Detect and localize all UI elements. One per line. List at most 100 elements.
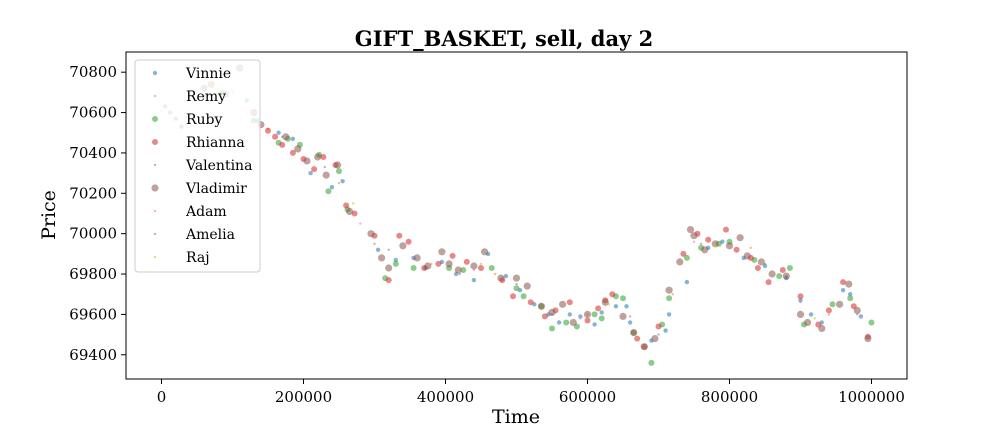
data-point	[399, 242, 407, 250]
data-point	[665, 286, 673, 294]
data-point	[598, 315, 605, 322]
x-tick-label: 1000000	[838, 388, 905, 406]
legend-label: Valentina	[185, 158, 252, 174]
data-point	[692, 240, 696, 243]
data-point	[782, 272, 790, 280]
legend-marker	[153, 232, 157, 236]
data-point	[410, 265, 417, 271]
data-point	[471, 277, 477, 283]
data-point	[754, 265, 761, 271]
y-tick-label: 70600	[69, 104, 117, 122]
data-point	[613, 304, 619, 309]
data-point	[847, 295, 854, 302]
data-point	[523, 282, 531, 290]
data-point	[387, 248, 390, 251]
data-point	[481, 248, 489, 256]
legend-marker	[153, 209, 157, 213]
data-point	[864, 335, 872, 343]
legend-marker	[153, 94, 157, 98]
data-point	[804, 318, 812, 327]
data-point	[549, 325, 555, 332]
legend-box	[134, 59, 261, 273]
data-point	[640, 343, 648, 351]
data-point	[373, 242, 376, 245]
data-point	[393, 257, 398, 263]
data-point	[699, 242, 703, 245]
y-tick-label: 70000	[69, 225, 117, 243]
data-point	[343, 202, 350, 209]
data-point	[808, 312, 814, 317]
data-point	[762, 263, 768, 269]
data-point	[282, 133, 290, 141]
data-point	[779, 267, 786, 273]
data-point	[723, 226, 729, 233]
legend-marker	[151, 184, 159, 192]
data-point	[676, 258, 684, 266]
data-point	[265, 127, 271, 134]
data-point	[396, 232, 403, 239]
data-point	[559, 300, 567, 308]
series-rhianna	[265, 127, 871, 350]
data-point	[620, 295, 626, 302]
data-point	[479, 262, 483, 266]
y-tick-label: 69800	[69, 265, 117, 283]
data-point	[548, 308, 556, 316]
data-point	[325, 188, 332, 195]
data-point	[607, 303, 610, 306]
data-point	[569, 318, 577, 327]
legend-label: Ruby	[186, 112, 223, 128]
data-point	[579, 317, 582, 320]
data-point	[322, 171, 330, 179]
data-point	[515, 282, 518, 286]
y-tick-label: 69400	[69, 346, 117, 364]
data-point	[848, 292, 853, 297]
chart-title: GIFT_BASKET, sell, day 2	[355, 26, 653, 51]
data-point	[512, 274, 521, 282]
data-point	[488, 265, 495, 271]
data-point	[829, 301, 836, 308]
data-point	[628, 315, 632, 318]
data-point	[725, 242, 734, 250]
data-point	[323, 165, 326, 169]
data-point	[666, 312, 672, 317]
data-point	[405, 238, 412, 245]
data-point	[290, 136, 296, 141]
data-point	[346, 207, 354, 216]
data-point	[303, 157, 311, 165]
legend-label: Remy	[186, 89, 226, 105]
legend: Vinnie Remy Ruby Rhianna Valentina Vladimir Ad…	[134, 59, 261, 273]
data-point	[567, 312, 572, 317]
data-point	[563, 319, 570, 326]
x-tick-label: 0	[157, 388, 167, 406]
legend-marker	[152, 139, 158, 145]
data-point	[599, 310, 604, 315]
data-point	[336, 168, 342, 175]
data-point	[827, 313, 831, 316]
data-point	[836, 300, 844, 308]
data-point	[320, 154, 327, 160]
data-point	[435, 260, 442, 267]
x-tick-label: 400000	[417, 388, 474, 406]
data-point	[733, 246, 740, 253]
legend-label: Rhianna	[186, 135, 245, 151]
data-point	[510, 293, 516, 300]
data-point	[671, 293, 674, 296]
data-point	[856, 313, 859, 316]
data-point	[796, 310, 805, 318]
data-point	[648, 359, 655, 366]
data-point	[472, 268, 476, 272]
data-point	[392, 260, 399, 267]
data-point	[329, 185, 335, 190]
data-point	[776, 273, 783, 280]
data-point	[556, 320, 562, 325]
data-point	[609, 291, 616, 298]
data-point	[478, 265, 484, 271]
data-point	[714, 244, 717, 247]
data-point	[686, 226, 695, 234]
legend-label: Vinnie	[185, 66, 231, 82]
data-point	[595, 305, 602, 312]
data-point	[684, 279, 690, 285]
data-point	[701, 246, 709, 254]
